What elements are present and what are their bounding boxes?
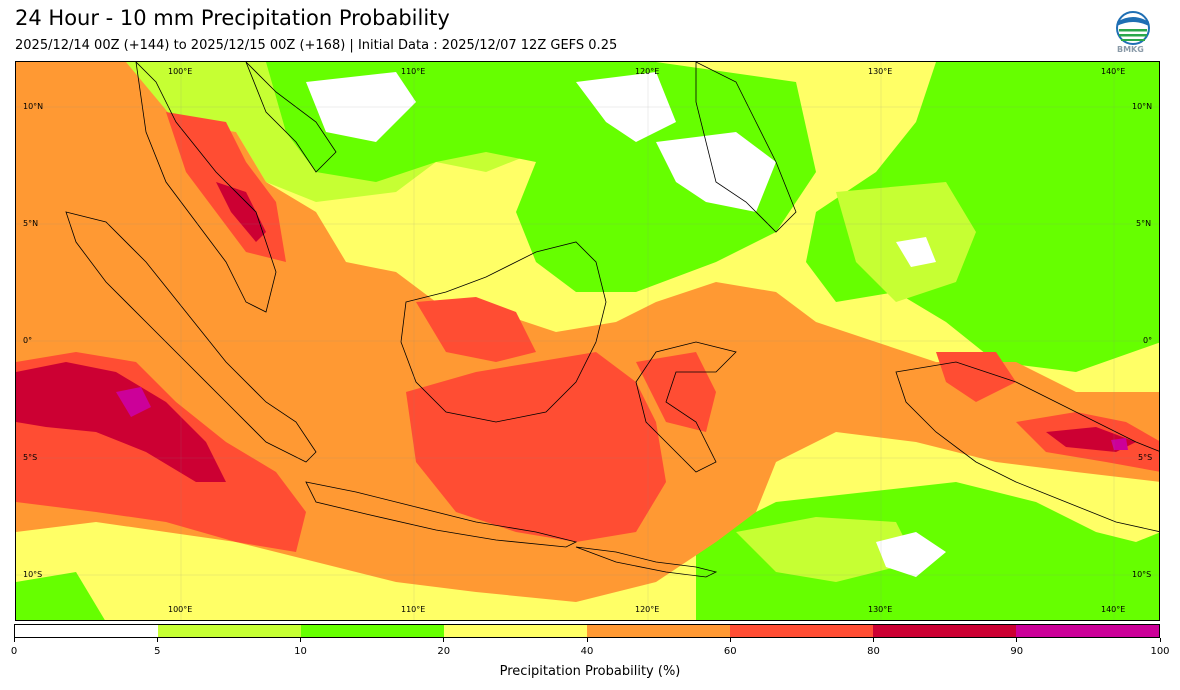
- region-lime-south: [736, 517, 916, 582]
- logo-text: BMKG: [1117, 45, 1144, 54]
- colorbar-bin-2: [301, 625, 444, 637]
- lat-label-right-2: 5°N: [1136, 219, 1152, 228]
- region-orange-west: [16, 62, 1159, 602]
- chart-title: 24 Hour - 10 mm Precipitation Probabilit…: [15, 6, 450, 30]
- colorbar-tick-label: 90: [1010, 646, 1024, 657]
- region-green-southwest: [16, 572, 105, 620]
- lon-label-bottom-5: 140°E: [1101, 605, 1126, 614]
- region-red-java: [406, 352, 666, 542]
- region-green-north: [266, 62, 816, 292]
- lon-label-top-1: 100°E: [168, 67, 193, 76]
- colorbar-tick-label: 0: [10, 646, 18, 657]
- map-canvas: [16, 62, 1159, 620]
- colorbar-tick-label: 20: [437, 646, 451, 657]
- region-green-northeast: [806, 62, 1159, 372]
- colorbar-tickmark: [1016, 638, 1018, 642]
- lat-label-left-3: 0°: [23, 336, 33, 345]
- colorbar-tick-label: 5: [154, 646, 161, 657]
- colorbar-tick-label: 40: [580, 646, 594, 657]
- coast-sumatra: [65, 211, 317, 463]
- colorbar-tick-label: 80: [867, 646, 880, 657]
- colorbar-tickmark: [729, 638, 731, 642]
- colorbar-tick-label: 10: [294, 646, 307, 657]
- colorbar-tickmark: [13, 638, 15, 642]
- colorbar-bin-6: [873, 625, 1016, 637]
- region-magenta-papua: [1111, 438, 1128, 450]
- lon-label-top-5: 140°E: [1101, 67, 1126, 76]
- colorbar-bin-3: [444, 625, 587, 637]
- lat-label-left-5: 10°S: [23, 570, 43, 579]
- lat-label-left-1: 10°N: [23, 102, 44, 111]
- graticule: [16, 62, 1159, 620]
- colorbar-tickmark: [300, 638, 301, 642]
- coast-sulawesi: [635, 341, 737, 473]
- colorbar-tickmark: [443, 638, 445, 642]
- lat-label-left-4: 5°S: [23, 453, 38, 462]
- colorbar-bin-1: [158, 625, 301, 637]
- chart-subtitle: 2025/12/14 00Z (+144) to 2025/12/15 00Z …: [15, 38, 618, 53]
- lon-label-bottom-4: 130°E: [868, 605, 893, 614]
- lat-label-right-1: 10°N: [1132, 102, 1153, 111]
- region-crimson-sumatra: [16, 362, 226, 482]
- lon-label-bottom-3: 120°E: [635, 605, 660, 614]
- lat-label-right-3: 0°: [1143, 336, 1153, 345]
- colorbar-label: Precipitation Probability (%): [499, 664, 681, 679]
- coast-indochina: [245, 62, 337, 173]
- region-magenta-sumatra: [116, 387, 151, 417]
- colorbar-bin-4: [587, 625, 730, 637]
- region-red-maluku: [936, 352, 1016, 402]
- lat-label-left-2: 5°N: [23, 219, 39, 228]
- precipitation-map: 100°E 110°E 120°E 130°E 140°E 100°E 110°…: [15, 61, 1160, 621]
- colorbar-tick-label: 60: [723, 646, 737, 657]
- lon-label-top-2: 110°E: [401, 67, 426, 76]
- region-crimson-malay: [216, 182, 266, 242]
- colorbar-tickmark: [156, 638, 158, 642]
- colorbar-bin-7: [1016, 625, 1159, 637]
- coast-philippines: [695, 62, 797, 233]
- lon-label-bottom-1: 100°E: [168, 605, 193, 614]
- lon-label-top-3: 120°E: [635, 67, 660, 76]
- colorbar-tickmark: [1159, 638, 1161, 642]
- lat-label-right-5: 10°S: [1132, 570, 1152, 579]
- colorbar: [14, 624, 1160, 638]
- colorbar-tick-label: 100: [1150, 646, 1170, 657]
- colorbar-tickmark: [873, 638, 874, 642]
- lon-label-top-4: 130°E: [868, 67, 893, 76]
- lat-label-right-4: 5°S: [1138, 453, 1153, 462]
- coast-malay: [135, 62, 277, 313]
- colorbar-tickmark: [586, 638, 588, 642]
- region-white-south: [876, 532, 946, 577]
- region-white-sulawesi: [656, 132, 776, 212]
- colorbar-bin-0: [15, 625, 158, 637]
- bmkg-logo-icon: [1116, 11, 1150, 45]
- lon-label-bottom-2: 110°E: [401, 605, 426, 614]
- region-white-right: [896, 237, 936, 267]
- coast-kalimantan: [400, 241, 607, 423]
- coast-java: [305, 481, 578, 548]
- coastlines: [65, 62, 1159, 578]
- region-red-kalimantan: [416, 297, 536, 362]
- coast-nusa-tenggara: [575, 546, 718, 578]
- colorbar-bin-5: [730, 625, 873, 637]
- coast-papua: [895, 361, 1159, 532]
